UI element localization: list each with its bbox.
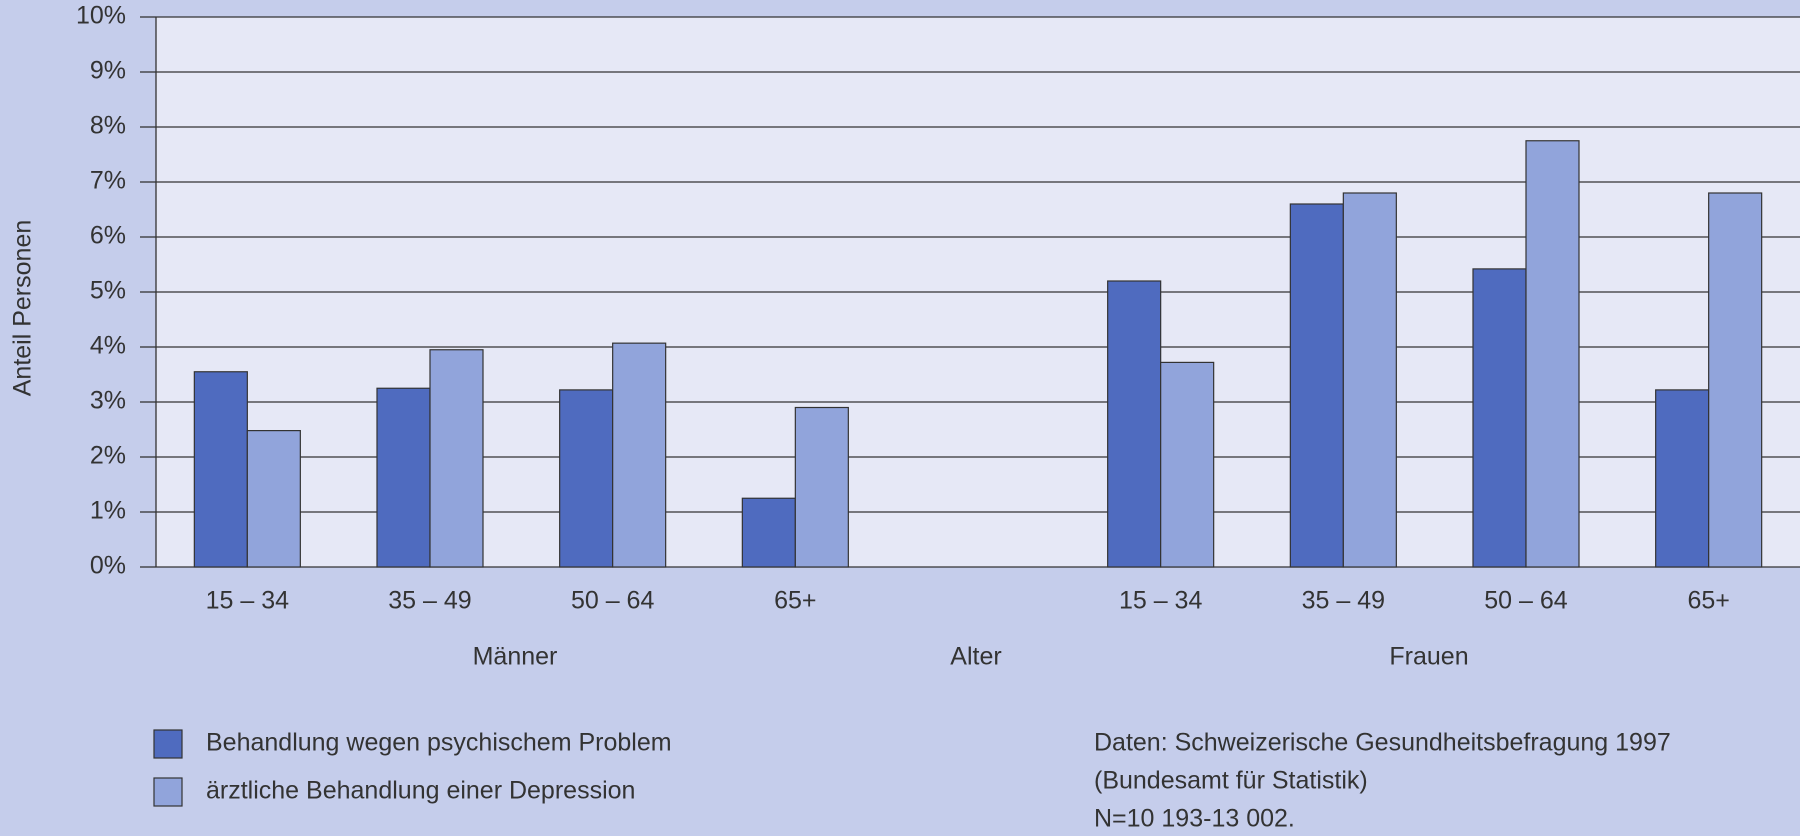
y-tick-label: 7% [90, 167, 126, 195]
bar [612, 342, 667, 568]
note: Daten: Schweizerische Gesundheitsbefragu… [1094, 729, 1671, 757]
bar [1472, 268, 1527, 568]
legend-swatch [153, 777, 183, 807]
bar [741, 497, 796, 568]
x-tick-label: 65+ [1687, 587, 1729, 615]
group-label: Frauen [1389, 643, 1468, 671]
note: N=10 193-13 002. [1094, 805, 1295, 833]
x-tick-label: 65+ [774, 587, 816, 615]
x-tick-label: 15 – 34 [206, 587, 290, 615]
y-tick-label: 5% [90, 277, 126, 305]
bar [794, 406, 849, 568]
y-tick-label: 10% [76, 2, 126, 30]
bar [1342, 192, 1397, 568]
y-tick-label: 9% [90, 57, 126, 85]
bar [429, 349, 484, 568]
y-tick-label: 0% [90, 552, 126, 580]
legend-label: Behandlung wegen psychischem Problem [206, 729, 672, 757]
note: (Bundesamt für Statistik) [1094, 767, 1368, 795]
y-tick-label: 8% [90, 112, 126, 140]
group-label: Alter [950, 643, 1001, 671]
bar [1160, 361, 1215, 568]
y-tick-label: 1% [90, 497, 126, 525]
x-tick-label: 15 – 34 [1119, 587, 1203, 615]
bar [1525, 140, 1580, 568]
bar [1708, 192, 1763, 568]
legend-label: ärztliche Behandlung einer Depression [206, 777, 635, 805]
y-tick-label: 3% [90, 387, 126, 415]
bar [559, 389, 614, 568]
bar [246, 430, 301, 568]
bar [1655, 389, 1710, 568]
legend-swatch [153, 729, 183, 759]
bar [1107, 280, 1162, 568]
y-axis-label: Anteil Personen [9, 220, 37, 397]
y-tick-label: 2% [90, 442, 126, 470]
y-tick-label: 4% [90, 332, 126, 360]
group-label: Männer [473, 643, 558, 671]
x-tick-label: 50 – 64 [571, 587, 655, 615]
bar [376, 387, 431, 568]
bar [1289, 203, 1344, 568]
x-tick-label: 50 – 64 [1484, 587, 1568, 615]
y-tick-label: 6% [90, 222, 126, 250]
bar [193, 371, 248, 568]
x-tick-label: 35 – 49 [1302, 587, 1385, 615]
x-tick-label: 35 – 49 [388, 587, 471, 615]
